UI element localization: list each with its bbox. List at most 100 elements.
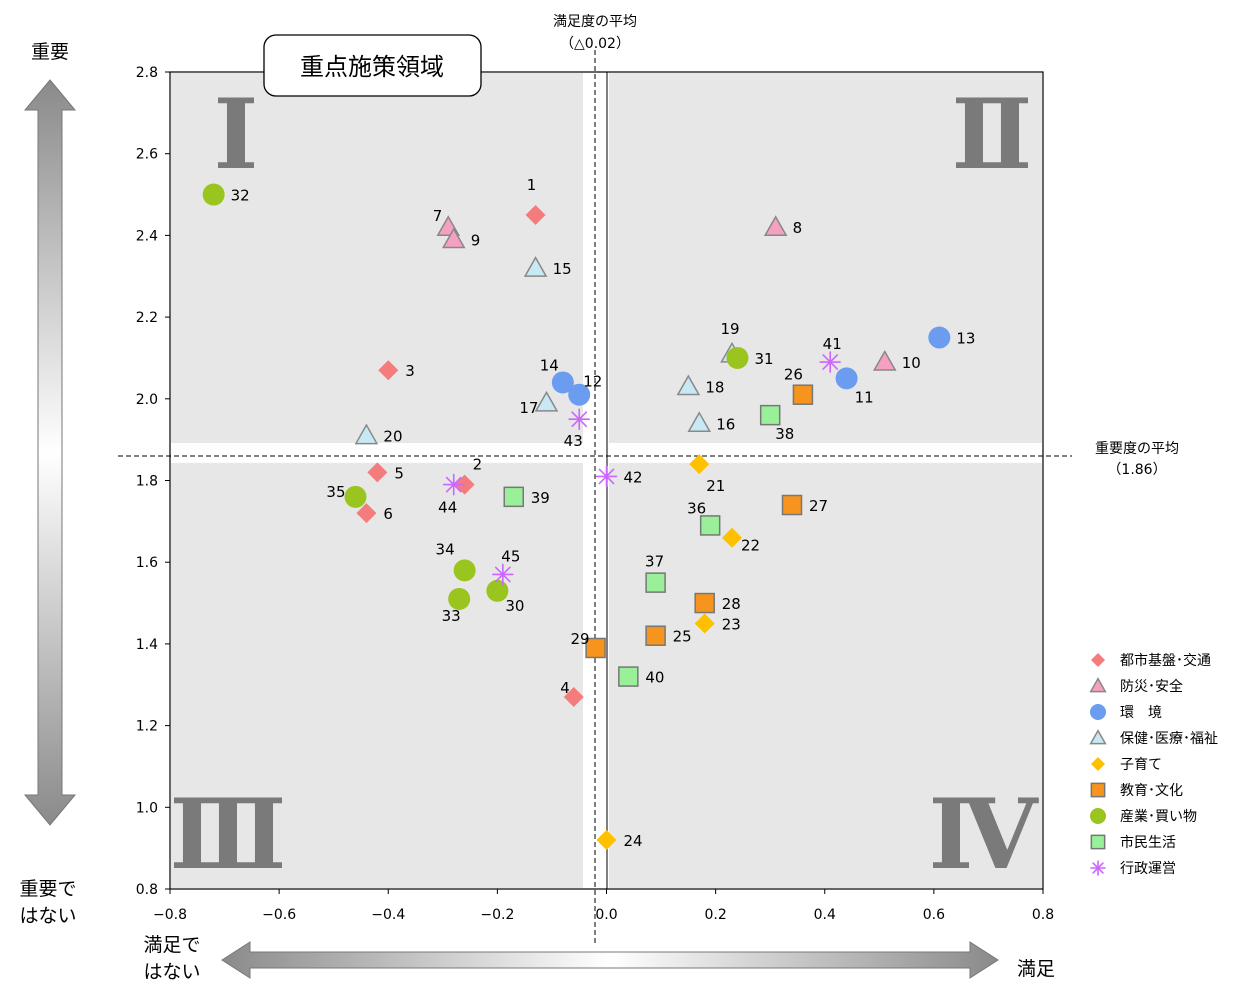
importance-average-label: 重要度の平均 [1095, 441, 1179, 457]
data-point-20 [354, 423, 379, 445]
data-label-45: 45 [501, 547, 520, 565]
legend-label-5: 子育て [1120, 757, 1162, 773]
y-tick-label: 1.0 [136, 800, 158, 816]
satisfaction-arrow [221, 941, 999, 979]
data-point-35 [344, 485, 367, 508]
data-label-16: 16 [716, 415, 735, 433]
priority-area-callout [263, 34, 482, 97]
data-label-6: 6 [383, 505, 393, 523]
quadrant-label-3: Ⅲ [170, 778, 287, 891]
data-label-37: 37 [645, 553, 664, 571]
x-tick-label: 0.2 [704, 907, 726, 923]
data-point-32 [202, 183, 225, 206]
data-point-1 [525, 204, 546, 225]
not-satisfied-label-2: はない [143, 961, 200, 983]
quadrant-label-4: Ⅳ [929, 778, 1040, 891]
x-tick-label: 0.6 [923, 907, 945, 923]
legend-label-2: 防災･安全 [1120, 678, 1183, 695]
data-label-18: 18 [705, 379, 724, 397]
data-point-37 [645, 572, 666, 593]
data-label-26: 26 [784, 366, 803, 384]
x-tick-label: 0.8 [1032, 907, 1054, 923]
importance-arrow [23, 79, 77, 826]
data-label-39: 39 [531, 489, 550, 507]
y-tick-label: 1.4 [136, 637, 158, 653]
data-label-1: 1 [527, 176, 537, 194]
data-points: 1234567891011121314151617181920212223242… [202, 176, 975, 850]
important-label: 重要 [31, 41, 69, 63]
data-label-15: 15 [553, 260, 572, 278]
data-point-3 [378, 360, 399, 381]
data-point-39 [503, 486, 524, 508]
legend-label-7: 産業･買い物 [1120, 809, 1197, 825]
y-tick-label: 2.2 [136, 310, 158, 326]
data-label-8: 8 [793, 219, 803, 237]
x-tick-label: 0.0 [595, 907, 617, 923]
data-label-24: 24 [624, 832, 643, 850]
data-label-5: 5 [394, 464, 404, 482]
quadrant-4-bg [609, 463, 1042, 888]
data-label-41: 41 [823, 335, 842, 353]
data-label-3: 3 [405, 362, 415, 380]
quadrant-3-bg [171, 463, 583, 888]
data-point-16 [687, 411, 712, 433]
y-axis-ticks: 0.8 1.0 1.2 1.4 1.6 1.8 2.0 2.2 2.4 2.6 2.8 [136, 65, 170, 898]
data-label-40: 40 [645, 669, 664, 687]
data-label-2: 2 [473, 456, 483, 474]
legend-label-8: 市民生活 [1120, 834, 1176, 851]
legend-label-6: 教育･文化 [1120, 783, 1183, 799]
data-point-45 [492, 563, 514, 586]
data-point-11 [835, 367, 858, 390]
data-point-14 [551, 371, 574, 394]
y-tick-label: 1.8 [136, 474, 158, 490]
satisfaction-average-label: 満足度の平均 [553, 14, 637, 30]
quadrant-2-bg [609, 73, 1042, 443]
y-tick-label: 1.6 [136, 555, 158, 571]
data-point-26 [792, 384, 814, 405]
data-label-12: 12 [583, 373, 602, 391]
data-point-18 [676, 374, 701, 396]
data-point-44 [442, 473, 465, 496]
data-point-6 [356, 503, 377, 524]
not-satisfied-label-1: 満足で [143, 934, 200, 956]
legend-marker-5 [1091, 757, 1105, 771]
data-label-4: 4 [560, 679, 570, 697]
x-tick-label: 0.4 [814, 907, 836, 923]
x-tick-label: −0.2 [480, 907, 514, 923]
legend-label-4: 保健･医療･福祉 [1120, 730, 1218, 747]
x-tick-label: −0.8 [153, 907, 187, 923]
data-point-21 [689, 454, 710, 475]
data-point-36 [699, 515, 721, 536]
quadrant-label-2: Ⅱ [952, 78, 1033, 191]
data-point-22 [721, 527, 742, 548]
data-point-31 [726, 346, 749, 369]
data-point-41 [819, 351, 842, 373]
data-point-43 [568, 408, 591, 431]
data-label-10: 10 [902, 354, 921, 372]
y-tick-label: 2.8 [136, 65, 158, 81]
data-label-28: 28 [722, 595, 741, 613]
data-label-30: 30 [505, 597, 524, 615]
data-label-29: 29 [570, 630, 589, 648]
y-tick-label: 2.6 [136, 147, 158, 163]
data-point-8 [763, 215, 788, 236]
data-point-4 [563, 687, 584, 708]
data-point-30 [486, 579, 509, 602]
data-point-15 [523, 256, 548, 277]
data-label-27: 27 [809, 497, 828, 515]
data-label-9: 9 [471, 231, 481, 249]
legend-label-9: 行政運営 [1120, 861, 1176, 877]
data-point-13 [928, 326, 951, 349]
satisfied-label: 満足 [1017, 958, 1055, 980]
data-label-13: 13 [956, 330, 975, 348]
data-label-7: 7 [433, 207, 443, 225]
legend-marker-6 [1090, 782, 1106, 798]
data-point-25 [645, 625, 666, 646]
data-point-12 [568, 383, 591, 406]
x-tick-label: −0.4 [371, 907, 405, 923]
data-label-42: 42 [624, 468, 643, 486]
data-point-33 [448, 587, 471, 610]
data-point-38 [759, 404, 781, 426]
legend-marker-4 [1089, 729, 1107, 745]
